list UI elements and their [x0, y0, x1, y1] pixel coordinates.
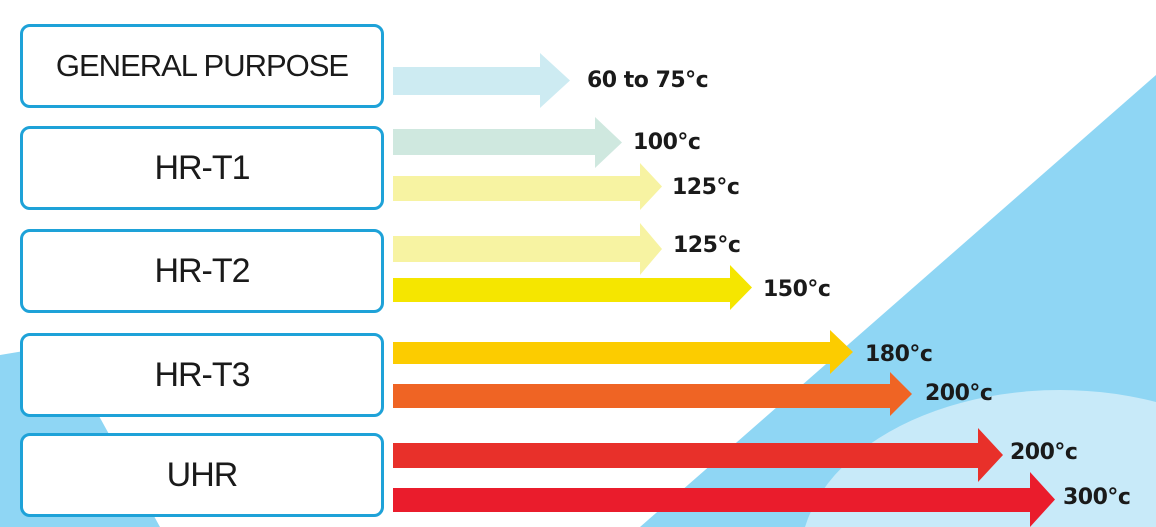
temp-label: 150°c [763, 277, 831, 302]
category-box-hr-t2: HR-T2 [20, 229, 384, 313]
category-box-hr-t1: HR-T1 [20, 126, 384, 210]
temp-label: 125°c [672, 175, 740, 200]
temp-label: 100°c [633, 130, 701, 155]
category-box-general-purpose: GENERAL PURPOSE [20, 24, 384, 108]
temperature-arrow [393, 428, 1003, 482]
temp-label: 125°c [673, 233, 741, 258]
temperature-arrow [393, 53, 570, 108]
temp-label: 200°c [1010, 440, 1078, 465]
category-box-hr-t3: HR-T3 [20, 333, 384, 417]
temperature-arrow [393, 163, 662, 210]
temp-label: 300°c [1063, 485, 1131, 510]
temperature-arrow [393, 330, 853, 374]
temp-label: 180°c [865, 342, 933, 367]
temp-label: 200°c [925, 381, 993, 406]
temperature-arrow [393, 472, 1055, 527]
temperature-arrow [393, 117, 622, 168]
temperature-arrow [393, 265, 752, 310]
temperature-arrow [393, 223, 662, 275]
category-box-uhr: UHR [20, 433, 384, 517]
temp-label: 60 to 75°c [587, 68, 709, 93]
temperature-arrow [393, 372, 912, 416]
